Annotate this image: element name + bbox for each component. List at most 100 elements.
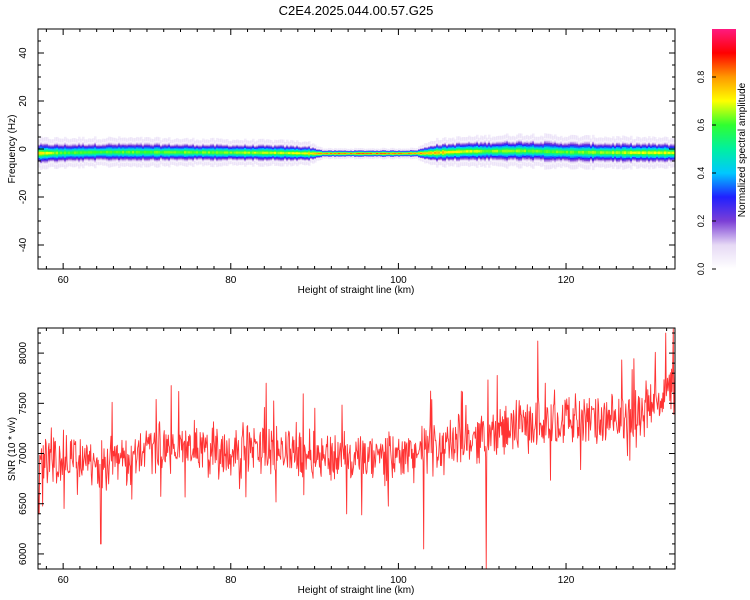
spectrogram-cell	[568, 150, 571, 154]
spectrogram-cell	[60, 151, 63, 155]
spectrogram-cell	[412, 152, 415, 154]
spectrogram-column	[488, 134, 491, 168]
spectrogram-cell	[670, 151, 673, 155]
spectrogram-cell	[578, 151, 581, 154]
snr-frame	[37, 327, 676, 570]
spectrogram-column	[404, 148, 407, 159]
spectrogram-cell	[168, 151, 171, 154]
spectrogram-cell	[660, 151, 663, 155]
spectrogram-column	[180, 139, 183, 166]
spectrogram-cell	[614, 151, 617, 154]
spectrogram-column	[572, 134, 575, 170]
spectrogram-column	[616, 136, 619, 170]
spectrogram-cell	[124, 150, 127, 154]
colorbar-tick-label: 0.0	[696, 263, 706, 276]
spectrogram-column	[454, 139, 457, 165]
spectrogram-cell	[432, 151, 435, 154]
snr-panel: 60 80 100 120 6000 6500 7000 7500 8000 Height o…	[7, 327, 676, 596]
spectrogram-cell	[236, 151, 239, 154]
spectrogram-cell	[346, 153, 349, 154]
spectrogram-column	[606, 137, 609, 168]
spectrogram-column	[646, 138, 649, 168]
spectrogram-cell	[554, 150, 557, 154]
spectrogram-cell	[130, 150, 133, 154]
spectrogram-cell	[488, 149, 491, 153]
spectrogram-cell	[344, 153, 347, 154]
spectrogram-cell	[40, 151, 43, 155]
spectrogram-column	[650, 138, 653, 168]
spectrogram-column	[48, 138, 51, 168]
y-tick-label: -20	[18, 189, 29, 204]
spectrogram-cell	[356, 153, 359, 154]
spectrogram-cell	[668, 151, 671, 154]
spectrogram-cell	[132, 151, 135, 154]
spectrogram-column	[190, 139, 193, 166]
spectrogram-cell	[322, 153, 325, 154]
spectrogram-cell	[542, 150, 545, 153]
spectrogram-cell	[340, 153, 343, 154]
spectrogram-column	[88, 138, 91, 167]
spectrogram-cell	[600, 151, 603, 154]
spectrogram-cell	[184, 151, 187, 154]
spectrogram-column	[396, 148, 399, 159]
spectrogram-cell	[216, 151, 219, 154]
spectrogram-cell	[42, 151, 45, 155]
spectrogram-column	[326, 148, 329, 159]
spectrogram-column	[244, 138, 247, 167]
spectrogram-cell	[414, 152, 417, 154]
spectrogram-column	[172, 139, 175, 165]
spectrogram-column	[296, 140, 299, 167]
spectrogram-column	[518, 133, 521, 169]
spectrogram-column	[148, 137, 151, 168]
spectrogram-cell	[342, 153, 345, 154]
spectrogram-column	[392, 147, 395, 160]
spectrogram-cell	[504, 149, 507, 153]
spectrogram-column	[570, 134, 573, 170]
spectrogram-column	[412, 147, 415, 159]
spectrogram-column	[124, 137, 127, 167]
spectrogram-column	[604, 136, 607, 169]
spectrogram-cell	[214, 151, 217, 154]
spectrogram-column	[418, 146, 421, 161]
spectrogram-column	[240, 140, 243, 166]
spectrogram-cell	[162, 151, 165, 154]
spectrogram-column	[548, 133, 551, 170]
spectrogram-column	[510, 136, 513, 166]
spectrogram-cell	[358, 153, 361, 155]
spectrogram-column	[350, 148, 353, 159]
spectrogram-column	[136, 136, 139, 168]
spectrogram-column	[166, 138, 169, 166]
spectrogram-cell	[384, 153, 387, 155]
spectrogram-column	[62, 138, 65, 168]
spectrogram-column	[286, 139, 289, 167]
spectrogram-column	[668, 139, 671, 166]
spectrogram-column	[178, 139, 181, 166]
spectrogram-cell	[120, 150, 123, 154]
spectrogram-column	[300, 142, 303, 165]
spectrogram-cell	[580, 151, 583, 154]
spectrogram-column	[480, 135, 483, 168]
y-tick-label: 7000	[18, 442, 29, 465]
spectrogram-column	[248, 140, 251, 165]
spectrogram-cell	[454, 150, 457, 153]
spectrogram-cell	[246, 151, 249, 154]
spectrogram-cell	[376, 153, 379, 154]
spectrogram-cell	[616, 151, 619, 154]
spectrogram-cell	[90, 151, 93, 154]
spectrogram-column	[176, 138, 179, 167]
spectrogram-column	[92, 138, 95, 167]
spectrogram-cell	[252, 151, 255, 154]
spectrogram-column	[498, 135, 501, 167]
spectrogram-column	[306, 141, 309, 165]
spectrogram-column	[656, 139, 659, 167]
spectrogram-cell	[292, 152, 295, 155]
spectrogram-column	[538, 136, 541, 166]
spectrogram-column	[222, 139, 225, 166]
spectrogram-cell	[428, 152, 431, 155]
spectrogram-cell	[350, 153, 353, 154]
spectrogram-column	[434, 140, 437, 165]
spectrogram-cell	[294, 152, 297, 155]
spectrogram-cell	[626, 151, 629, 154]
spectrogram-cell	[408, 153, 411, 154]
spectrogram-cell	[436, 151, 439, 154]
